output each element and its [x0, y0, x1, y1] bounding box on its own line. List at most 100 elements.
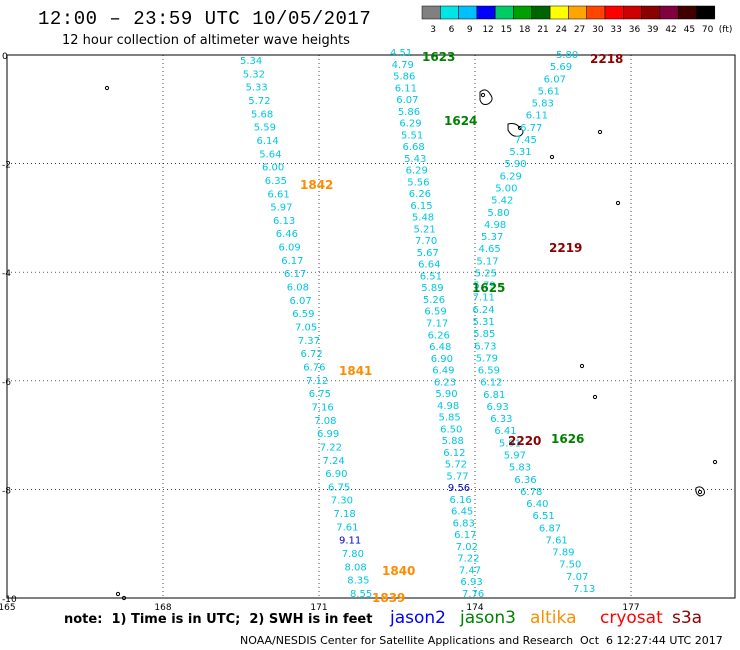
lat-tick-label: 0 [2, 52, 8, 62]
swh-value: 5.17 [476, 256, 498, 267]
legend-cryosat: cryosat [600, 608, 663, 628]
colorbar-tick: 27 [574, 25, 585, 35]
pass-label: 2218 [590, 52, 623, 66]
swh-value: 6.77 [520, 123, 542, 134]
swh-value: 6.49 [432, 366, 454, 377]
lon-tick-label: 168 [154, 603, 171, 613]
swh-value: 6.29 [399, 119, 421, 130]
swh-value: 7.89 [552, 548, 574, 559]
island-outline [104, 85, 110, 91]
legend-altika: altika [530, 608, 577, 628]
swh-value: 6.07 [290, 296, 312, 307]
swh-value: 6.59 [424, 307, 446, 318]
colorbar-tick: 21 [537, 25, 548, 35]
swh-value: 6.78 [520, 487, 542, 498]
swh-value: 8.55 [350, 589, 372, 600]
swh-value: 6.51 [420, 271, 442, 282]
map-subtitle: 12 hour collection of altimeter wave hei… [62, 33, 350, 48]
lat-tick-label: -10 [2, 595, 17, 605]
swh-value: 6.61 [268, 189, 290, 200]
swh-value: 4.65 [478, 244, 500, 255]
lat-tick-label: -4 [2, 269, 11, 279]
swh-value: 5.83 [532, 99, 554, 110]
swh-value: 6.45 [451, 507, 473, 518]
swh-value: 5.80 [556, 50, 578, 61]
swh-value: 6.83 [453, 518, 475, 529]
swh-value: 6.15 [410, 201, 432, 212]
swh-value: 5.31 [473, 317, 495, 328]
island-outline [697, 489, 703, 495]
legend-jason2: jason2 [390, 608, 446, 628]
swh-value: 6.59 [478, 366, 500, 377]
colorbar-tick: 30 [592, 25, 604, 35]
swh-value: 5.72 [248, 96, 270, 107]
pass-label: 2220 [508, 434, 541, 448]
swh-value: 7.02 [456, 542, 478, 553]
swh-value: 6.26 [428, 330, 450, 341]
swh-value: 6.81 [483, 390, 505, 401]
swh-value: 6.08 [287, 283, 309, 294]
lon-tick-label: 177 [622, 603, 639, 613]
swh-value: 6.14 [257, 136, 279, 147]
pass-label: 2219 [549, 241, 582, 255]
island-outline [615, 200, 621, 206]
colorbar-tick: 12 [482, 25, 493, 35]
map-title: 12:00 – 23:59 UTC 10/05/2017 [38, 8, 372, 30]
swh-value: 6.40 [526, 499, 548, 510]
pass-label: 1626 [551, 432, 584, 446]
map-frame [6, 54, 736, 599]
pass-label: 1623 [422, 50, 455, 64]
swh-value: 7.70 [415, 236, 437, 247]
swh-value: 5.33 [246, 83, 268, 94]
swh-value: 6.99 [317, 429, 339, 440]
swh-value: 8.35 [347, 576, 369, 587]
swh-value: 5.90 [504, 159, 526, 170]
swh-value: 6.23 [434, 377, 456, 388]
island-outline [597, 129, 603, 135]
island-outline [480, 92, 486, 98]
colorbar-tick: 39 [647, 25, 659, 35]
swh-value: 6.12 [443, 448, 465, 459]
pass-label: 1625 [472, 281, 505, 295]
swh-value: 7.76 [462, 589, 484, 600]
swh-value: 6.00 [262, 163, 284, 174]
swh-value: 6.87 [539, 523, 561, 534]
swh-value: 6.17 [281, 256, 303, 267]
pass-label: 1842 [300, 178, 333, 192]
swh-value: 6.90 [325, 469, 347, 480]
swh-value: 5.88 [442, 436, 464, 447]
island-outline [121, 595, 127, 601]
swh-value: 6.41 [494, 426, 516, 437]
swh-value: 5.61 [538, 86, 560, 97]
swh-value: 7.61 [336, 522, 358, 533]
swh-value: 6.93 [486, 402, 508, 413]
swh-value: 5.34 [240, 56, 262, 67]
swh-value: 7.07 [566, 572, 588, 583]
swh-value: 7.45 [515, 135, 537, 146]
swh-value: 5.72 [445, 460, 467, 471]
swh-value: 5.56 [407, 177, 429, 188]
swh-value: 5.89 [421, 283, 443, 294]
swh-value: 6.51 [532, 511, 554, 522]
colorbar-tick: 36 [629, 25, 641, 35]
lon-tick-label: 174 [466, 603, 483, 613]
swh-value: 6.26 [409, 189, 431, 200]
island-outline [115, 591, 121, 597]
swh-value: 7.37 [298, 336, 320, 347]
swh-value: 6.29 [406, 166, 428, 177]
island-outline [695, 486, 705, 497]
swh-value: 6.73 [474, 341, 496, 352]
swh-value: 5.31 [509, 147, 531, 158]
swh-value: 5.43 [404, 154, 426, 165]
swh-value: 5.91 [499, 438, 521, 449]
swh-value: 9.56 [448, 483, 470, 494]
swh-value: 6.93 [460, 577, 482, 588]
swh-value: 5.97 [504, 451, 526, 462]
swh-value: 7.17 [426, 319, 448, 330]
swh-value: 6.13 [273, 216, 295, 227]
island-outline [592, 394, 598, 400]
swh-value: 6.12 [480, 378, 502, 389]
note-text: note: 1) Time is in UTC; 2) SWH is in fe… [64, 612, 373, 627]
